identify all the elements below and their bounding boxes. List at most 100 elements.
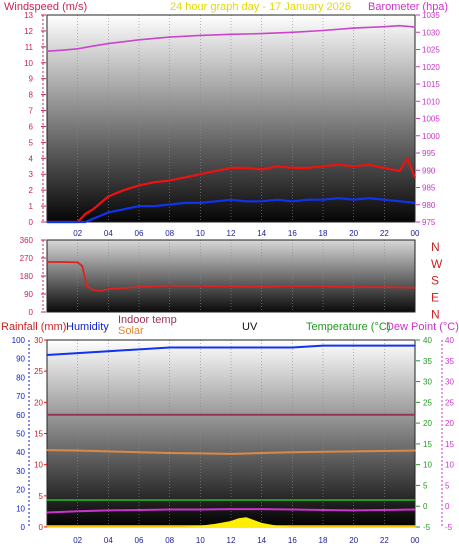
series-point [99,202,102,204]
hour-tick-label: 04 [104,536,113,545]
series-point [46,50,48,53]
hour-tick-label: 04 [104,229,113,238]
barometer-tick-label: 980 [422,201,436,210]
series-point [337,163,340,166]
hour-tick-label: 06 [135,536,144,545]
series-point [92,208,94,211]
series-point [291,508,294,511]
series-point [230,414,232,416]
series-point [368,197,370,199]
series-point [322,198,324,201]
series-point [199,173,202,176]
hour-tick-label: 00 [411,536,420,545]
series-point [107,350,110,353]
barometer-tick-label: 1035 [422,11,440,20]
series-point [260,508,263,510]
hour-tick-label: 10 [196,536,205,545]
series-point [214,200,217,203]
hour-tick-label: 06 [135,229,144,238]
series-point [46,261,48,263]
series-point [153,205,156,207]
series-point [383,25,386,28]
series-point [46,511,48,514]
hour-tick-label: 10 [196,229,205,238]
series-point [107,211,110,214]
series-point [352,414,355,416]
series-point [168,508,171,511]
series-point [260,286,263,288]
barometer-tick-label: 1030 [422,28,440,37]
series-point [414,286,416,289]
series-point [230,346,232,349]
hour-tick-label: 16 [288,536,297,545]
humidity-tick-label: 100 [12,336,26,345]
series-point [352,344,355,347]
series-point [138,451,140,454]
series-point [398,170,401,172]
series-point [322,285,324,288]
series-point [230,167,232,169]
temperature-tick-label: 20 [423,419,432,428]
panel-2-frame [46,239,416,313]
hour-tick-label: 22 [380,229,389,238]
series-point [352,450,355,453]
series-point [414,176,416,179]
series-point [138,348,140,351]
windspeed-tick-label: 6 [29,122,34,131]
series-point [199,508,202,511]
hour-tick-label: 18 [319,229,328,238]
rainfall-tick-label: 15 [34,430,43,439]
hour-tick-label: 00 [411,229,420,238]
temperature-tick-label: -5 [423,523,431,532]
series-point [138,286,140,288]
series-point [276,198,278,201]
series-point [368,163,370,166]
rainfall-tick-label: 0 [39,523,44,532]
series-point [306,167,309,169]
direction-tick-label: 270 [20,254,34,263]
series-point [414,499,416,501]
direction-tick-label: 180 [20,272,34,281]
temperature-tick-label: 0 [423,502,428,511]
hour-tick-label: 20 [349,536,358,545]
series-point [168,346,171,349]
series-point [138,39,140,41]
dewpoint-tick-label: 0 [445,502,450,511]
series-point [84,213,87,215]
dewpoint-tick-label: 25 [445,398,454,407]
windspeed-tick-label: 11 [25,43,34,52]
series-point [168,203,171,206]
series-point [230,499,232,501]
series-point [107,414,110,416]
series-point [406,157,409,160]
series-point [214,170,217,172]
series-point [107,499,110,501]
dewpoint-tick-label: 10 [445,461,454,470]
compass-label: E [431,290,439,304]
series-point [260,32,263,35]
series-point [322,509,324,511]
series-point [168,452,171,454]
series-point [199,34,202,37]
series-point [76,48,79,50]
temperature-tick-label: 5 [423,481,428,490]
series-point [291,167,294,169]
series-point [61,221,64,223]
hour-tick-label: 20 [349,229,358,238]
compass-label: N [431,307,440,321]
humidity-tick-label: 40 [16,448,25,457]
series-point [46,525,48,527]
series-point [383,198,386,201]
series-point [199,202,202,204]
series-point [107,288,110,290]
series-point [414,202,416,204]
windspeed-tick-label: 10 [24,59,33,68]
windspeed-tick-label: 4 [29,154,34,163]
rainfall-tick-label: 25 [34,367,43,376]
series-point [99,290,102,292]
series-point [383,344,386,347]
series-point [230,285,232,288]
windspeed-tick-label: 12 [24,27,33,36]
series-point [46,221,48,223]
